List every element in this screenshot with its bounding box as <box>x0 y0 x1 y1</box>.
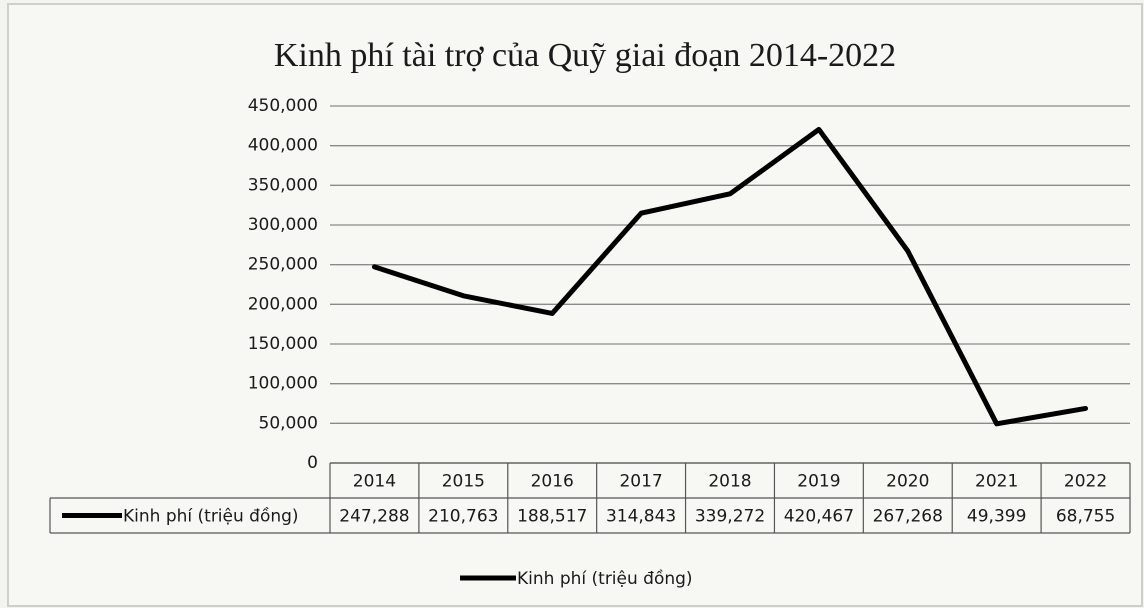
x-tick-label: 2017 <box>619 472 662 492</box>
y-tick-label: 400,000 <box>248 136 318 156</box>
table-value: 247,288 <box>339 507 409 527</box>
x-tick-label: 2014 <box>353 472 396 492</box>
data-line <box>371 126 1089 427</box>
y-tick-label: 300,000 <box>248 215 318 235</box>
x-tick-label: 2021 <box>975 472 1018 492</box>
table-value: 314,843 <box>606 507 676 527</box>
table-value: 49,399 <box>967 507 1026 527</box>
legend-label: Kinh phí (triệu đồng) <box>517 568 693 589</box>
y-tick-label: 200,000 <box>248 294 318 314</box>
chart-title: Kinh phí tài trợ của Quỹ giai đoạn 2014-… <box>274 37 896 74</box>
x-tick-label: 2020 <box>886 472 929 492</box>
x-tick-label: 2018 <box>708 472 751 492</box>
table-value: 188,517 <box>517 507 587 527</box>
x-tick-label: 2022 <box>1064 472 1107 492</box>
y-tick-label: 350,000 <box>248 175 318 195</box>
y-tick-label: 150,000 <box>248 334 318 354</box>
y-tick-label: 100,000 <box>248 374 318 394</box>
y-tick-label: 250,000 <box>248 255 318 275</box>
table-value: 420,467 <box>784 507 854 527</box>
chart-frame <box>7 3 1143 607</box>
table-series-name: Kinh phí (triệu đồng) <box>123 506 299 527</box>
table-value: 210,763 <box>428 507 498 527</box>
y-tick-label: 450,000 <box>248 96 318 116</box>
y-tick-label: 0 <box>307 453 318 473</box>
y-tick-label: 50,000 <box>259 413 318 433</box>
x-tick-label: 2016 <box>531 472 574 492</box>
table-value: 339,272 <box>695 507 765 527</box>
table-value: 68,755 <box>1056 507 1115 527</box>
x-tick-label: 2015 <box>442 472 485 492</box>
x-tick-label: 2019 <box>797 472 840 492</box>
table-value: 267,268 <box>873 507 943 527</box>
